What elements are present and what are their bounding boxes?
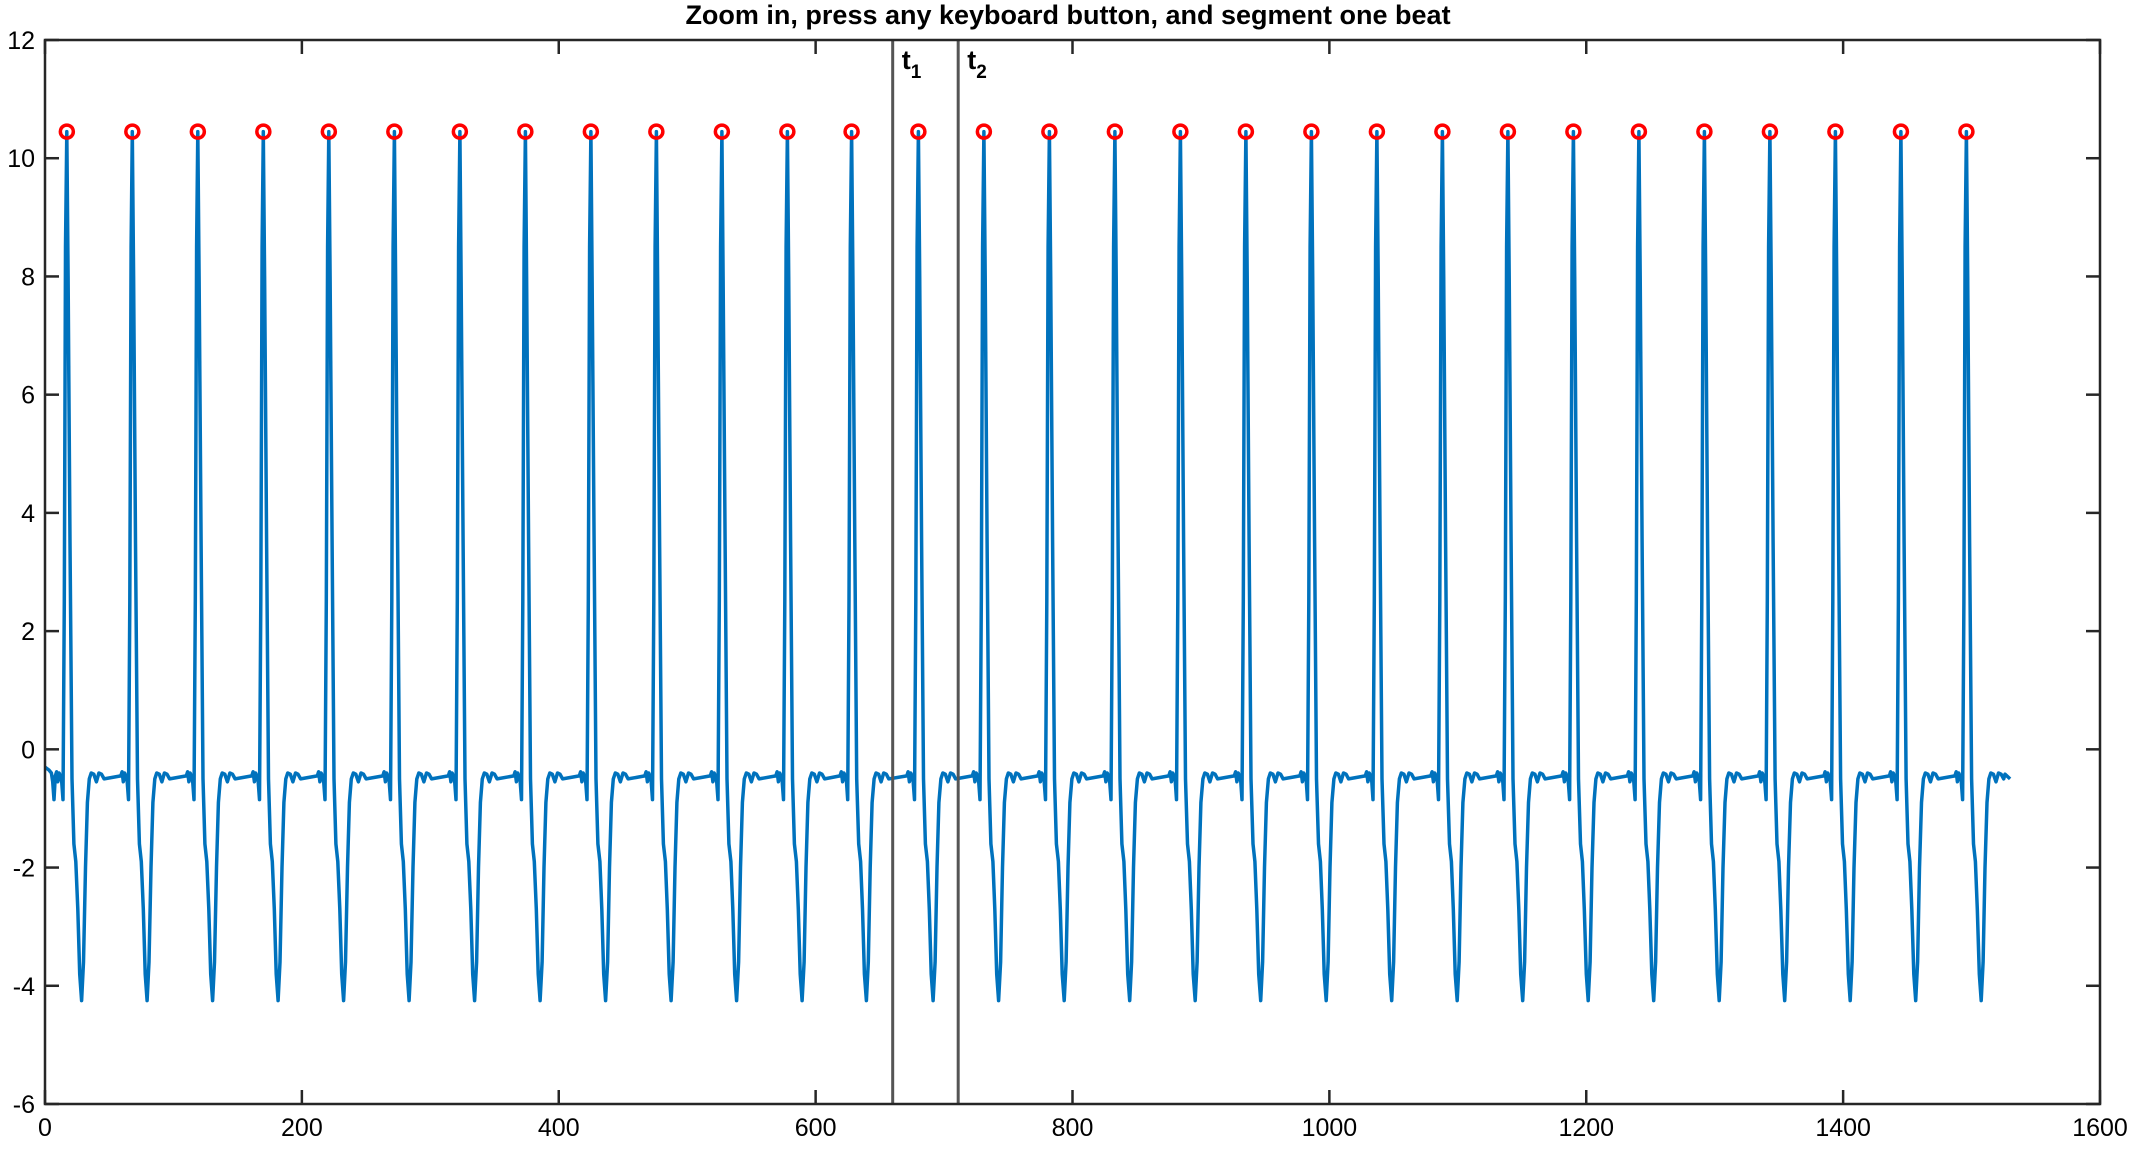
signal-layer — [43, 129, 2012, 1003]
segment-label-2: t2 — [967, 45, 987, 83]
peak-marker — [1827, 123, 1844, 140]
peak-marker — [189, 123, 207, 140]
peak-marker — [124, 123, 141, 140]
y-tick-label: 4 — [21, 500, 35, 528]
y-tick-label: 12 — [7, 27, 35, 55]
peak-marker — [1565, 123, 1582, 140]
segment-lines: t1 t2 — [891, 40, 987, 1104]
peak-marker — [320, 123, 338, 140]
y-tick-label: -2 — [13, 855, 35, 883]
peak-marker — [1303, 123, 1320, 140]
peak-marker — [910, 123, 927, 140]
x-tick-label: 1200 — [1558, 1114, 1614, 1142]
peak-marker — [1892, 123, 1910, 140]
ecg-signal-line — [43, 129, 2012, 1003]
axis-ticks: 0 200 400 600 800 1000 1200 1400 1600 12 10 8 6 4 2 0 -2… — [7, 27, 2128, 1142]
peak-marker — [255, 123, 272, 140]
x-tick-label: 800 — [1052, 1114, 1094, 1142]
peak-marker — [1237, 123, 1255, 140]
peak-marker — [713, 123, 731, 140]
peak-marker — [648, 123, 665, 140]
peak-marker — [517, 123, 534, 140]
chart-title: Zoom in, press any keyboard button, and … — [685, 0, 1450, 30]
peak-marker — [386, 123, 403, 140]
y-tick-label: 2 — [21, 618, 35, 646]
x-tick-label: 1000 — [1302, 1114, 1358, 1142]
y-tick-label: 10 — [7, 145, 35, 173]
y-tick-label: -4 — [13, 973, 35, 1001]
peak-marker — [975, 123, 993, 140]
peak-marker — [779, 123, 796, 140]
y-tick-label: -6 — [13, 1091, 35, 1119]
peak-marker — [1499, 123, 1517, 140]
x-tick-label: 1600 — [2072, 1114, 2128, 1142]
x-tick-label: 0 — [38, 1114, 52, 1142]
plot-frame — [43, 38, 2102, 1106]
peak-marker — [1106, 123, 1124, 140]
peak-marker — [1434, 123, 1451, 140]
peak-marker — [582, 123, 600, 140]
peak-marker — [1761, 123, 1779, 140]
y-tick-label: 8 — [21, 263, 35, 291]
peak-marker — [1041, 123, 1058, 140]
peak-marker — [1696, 123, 1713, 140]
x-tick-label: 400 — [538, 1114, 580, 1142]
peak-marker — [1958, 123, 1975, 140]
y-tick-label: 6 — [21, 382, 35, 410]
x-tick-label: 600 — [795, 1114, 837, 1142]
peak-marker — [1630, 123, 1648, 140]
y-tick-label: 0 — [21, 736, 35, 764]
x-tick-label: 1400 — [1815, 1114, 1871, 1142]
segment-label-1: t1 — [902, 45, 922, 83]
peak-markers — [58, 123, 1975, 140]
peak-marker — [1368, 123, 1386, 140]
peak-marker — [1172, 123, 1189, 140]
peak-marker — [58, 123, 76, 140]
peak-marker — [451, 123, 469, 140]
x-tick-label: 200 — [281, 1114, 323, 1142]
peak-marker — [843, 123, 860, 140]
